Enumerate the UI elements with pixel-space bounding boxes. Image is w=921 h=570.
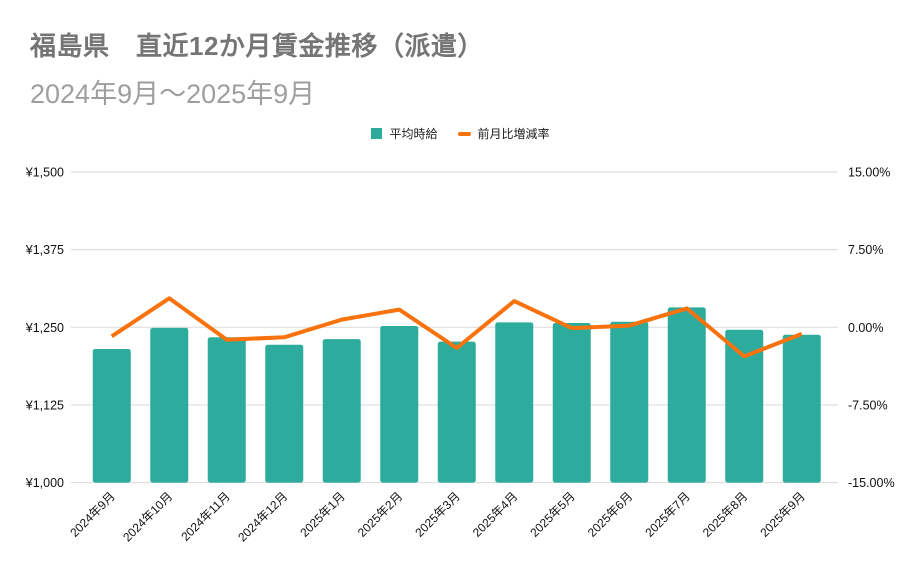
wage-bar-2024年10月[interactable] <box>150 327 189 483</box>
x-axis-label-2024年10月: 2024年10月 <box>120 489 175 544</box>
wage-bar-2025年5月[interactable] <box>552 322 591 483</box>
left-axis-tick-label: ¥1,000 <box>25 476 64 490</box>
chart-legend: 平均時給 前月比増減率 <box>0 125 921 142</box>
right-axis-tick-label: 15.00% <box>848 166 890 180</box>
left-axis-tick-label: ¥1,250 <box>25 321 64 335</box>
x-axis-label-2025年7月: 2025年7月 <box>642 489 692 539</box>
wage-bar-2025年8月[interactable] <box>725 329 764 483</box>
x-axis-label-2025年5月: 2025年5月 <box>527 489 577 539</box>
x-axis-label-2025年2月: 2025年2月 <box>355 489 405 539</box>
chart-subtitle: 2024年9月～2025年9月 <box>30 79 316 109</box>
x-axis-label-2025年1月: 2025年1月 <box>297 489 347 539</box>
wage-bar-2025年2月[interactable] <box>380 326 419 483</box>
mom-change-line[interactable] <box>110 296 803 359</box>
x-axis-label-2024年11月: 2024年11月 <box>178 489 233 544</box>
left-axis-tick-label: ¥1,125 <box>25 398 64 412</box>
right-axis-tick-label: -7.50% <box>848 398 888 412</box>
right-axis-tick-label: -15.00% <box>848 476 895 490</box>
left-axis-tick-label: ¥1,500 <box>25 166 64 180</box>
line-series-swatch-icon <box>457 131 471 136</box>
x-axis-label-2025年3月: 2025年3月 <box>412 489 462 539</box>
wage-bar-2025年1月[interactable] <box>322 339 361 483</box>
x-axis-label-2024年9月: 2024年9月 <box>67 489 117 539</box>
wage-trend-combo-chart[interactable]: ¥1,000 -15.00% ¥1,125 -7.50% ¥1,250 0.00% ¥1,3… <box>0 160 921 570</box>
x-axis-label-2025年4月: 2025年4月 <box>470 489 520 539</box>
wage-bar-2025年3月[interactable] <box>437 341 476 483</box>
bar-series-swatch-icon <box>371 128 383 139</box>
wage-bar-2024年9月[interactable] <box>92 349 131 483</box>
wage-bar-2024年12月[interactable] <box>265 344 304 483</box>
left-axis-tick-label: ¥1,375 <box>25 243 64 257</box>
x-axis-label-2024年12月: 2024年12月 <box>235 489 290 544</box>
legend-item-mom-change: 前月比増減率 <box>457 125 550 142</box>
wage-bar-2025年4月[interactable] <box>495 322 534 483</box>
wage-bar-2025年9月[interactable] <box>782 334 821 483</box>
wage-bar-2025年6月[interactable] <box>610 321 649 483</box>
legend-label-mom-change: 前月比増減率 <box>477 127 550 141</box>
wage-bar-2025年7月[interactable] <box>667 307 706 483</box>
x-axis-label-2025年8月: 2025年8月 <box>700 489 750 539</box>
wage-bar-2024年11月[interactable] <box>207 337 246 483</box>
chart-title: 福島県 直近12か月賃金推移（派遣） <box>30 31 484 61</box>
legend-item-average-wage: 平均時給 <box>371 125 438 142</box>
right-axis-tick-label: 7.50% <box>848 243 883 257</box>
legend-label-average-wage: 平均時給 <box>389 127 438 141</box>
chart-canvas[interactable]: ¥1,000 -15.00% ¥1,125 -7.50% ¥1,250 0.00% ¥1,3… <box>0 160 921 570</box>
right-axis-tick-label: 0.00% <box>848 321 883 335</box>
x-axis-label-2025年6月: 2025年6月 <box>585 489 635 539</box>
x-axis-label-2025年9月: 2025年9月 <box>757 489 807 539</box>
